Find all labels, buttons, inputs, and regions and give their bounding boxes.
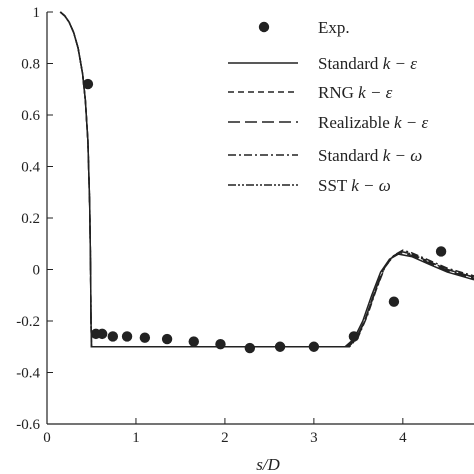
exp-point bbox=[188, 336, 199, 347]
y-tick-label: -0.2 bbox=[16, 314, 40, 330]
x-tick-label: 3 bbox=[310, 430, 318, 446]
y-tick-label: 0.4 bbox=[21, 160, 40, 176]
legend: Exp. Standard k − ε RNG k − ε Realizable k … bbox=[228, 18, 429, 195]
exp-point bbox=[161, 333, 173, 345]
exp-point bbox=[121, 331, 133, 342]
x-tick-label: 4 bbox=[399, 430, 407, 446]
legend-label-4: Standard k − ω bbox=[318, 146, 422, 165]
x-tick-label: 2 bbox=[221, 430, 229, 446]
y-tick-label: -0.4 bbox=[16, 366, 40, 382]
exp-point bbox=[435, 246, 447, 257]
y-tick-label: 0.2 bbox=[21, 211, 40, 227]
y-tick-label: 0.6 bbox=[21, 108, 40, 124]
legend-label-exp: Exp. bbox=[318, 18, 350, 37]
y-tick-label: 1 bbox=[33, 5, 41, 21]
legend-label-5: SST k − ω bbox=[318, 176, 391, 195]
axes: -0.6 -0.4 -0.2 0 0.2 0.4 0.6 0.8 1 0 1 2 3 4 bbox=[16, 5, 474, 446]
y-tick-label: 0 bbox=[33, 263, 41, 279]
x-axis-title: s/D bbox=[256, 455, 280, 474]
exp-point bbox=[388, 296, 400, 307]
legend-label-3: Realizable k − ε bbox=[318, 113, 429, 132]
legend-marker-exp bbox=[258, 21, 270, 33]
exp-point bbox=[215, 338, 226, 350]
exp-point bbox=[82, 78, 94, 90]
legend-label-2: RNG k − ε bbox=[318, 83, 393, 102]
y-tick-label: -0.6 bbox=[16, 417, 40, 433]
y-tick-label: 0.8 bbox=[21, 57, 40, 73]
exp-point bbox=[107, 331, 119, 342]
exp-point bbox=[244, 342, 256, 354]
x-tick-label: 1 bbox=[132, 430, 140, 446]
series-line-5 bbox=[59, 11, 474, 348]
exp-point bbox=[139, 332, 151, 343]
exp-point bbox=[96, 328, 108, 340]
series-layer bbox=[59, 11, 474, 354]
x-tick-label: 0 bbox=[43, 430, 51, 446]
legend-label-1: Standard k − ε bbox=[318, 54, 417, 73]
